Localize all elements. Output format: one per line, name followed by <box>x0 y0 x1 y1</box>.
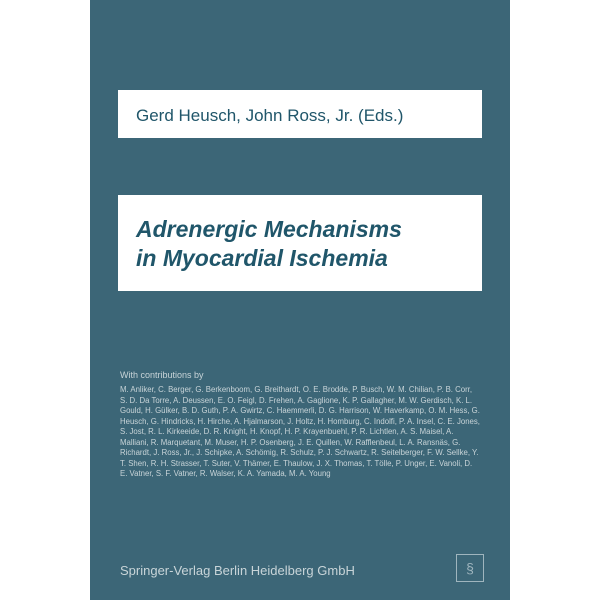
editors-panel: Gerd Heusch, John Ross, Jr. (Eds.) <box>118 90 482 138</box>
logo-glyph: § <box>466 560 474 576</box>
book-cover: Gerd Heusch, John Ross, Jr. (Eds.) Adren… <box>90 0 510 600</box>
book-title: Adrenergic Mechanisms in Myocardial Isch… <box>136 215 464 273</box>
contributors-label: With contributions by <box>120 370 480 380</box>
publisher-text: Springer-Verlag Berlin Heidelberg GmbH <box>120 563 355 578</box>
title-line-1: Adrenergic Mechanisms <box>136 216 402 242</box>
title-panel: Adrenergic Mechanisms in Myocardial Isch… <box>118 195 482 291</box>
title-line-2: in Myocardial Ischemia <box>136 245 388 271</box>
contributors-list: M. Anliker, C. Berger, G. Berkenboom, G.… <box>120 385 480 480</box>
editors-text: Gerd Heusch, John Ross, Jr. (Eds.) <box>136 106 464 126</box>
publisher-logo-icon: § <box>456 554 484 582</box>
